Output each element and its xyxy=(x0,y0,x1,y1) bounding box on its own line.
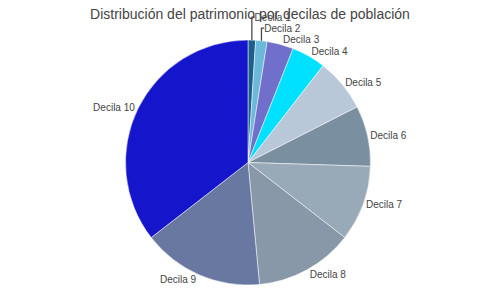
svg-text:Decila 2: Decila 2 xyxy=(264,23,301,34)
svg-text:Decila 8: Decila 8 xyxy=(310,269,347,280)
svg-text:Decila 6: Decila 6 xyxy=(370,130,407,141)
svg-text:Decila 4: Decila 4 xyxy=(311,46,348,57)
svg-text:Decila 3: Decila 3 xyxy=(283,34,320,45)
svg-text:Decila 5: Decila 5 xyxy=(345,77,382,88)
svg-text:Decila 10: Decila 10 xyxy=(93,102,135,113)
svg-text:Distribución del patrimonio po: Distribución del patrimonio por decilas … xyxy=(90,6,410,22)
svg-text:Decila 1: Decila 1 xyxy=(255,12,292,23)
svg-text:Decila 9: Decila 9 xyxy=(160,274,197,285)
svg-text:Decila 7: Decila 7 xyxy=(366,199,403,210)
